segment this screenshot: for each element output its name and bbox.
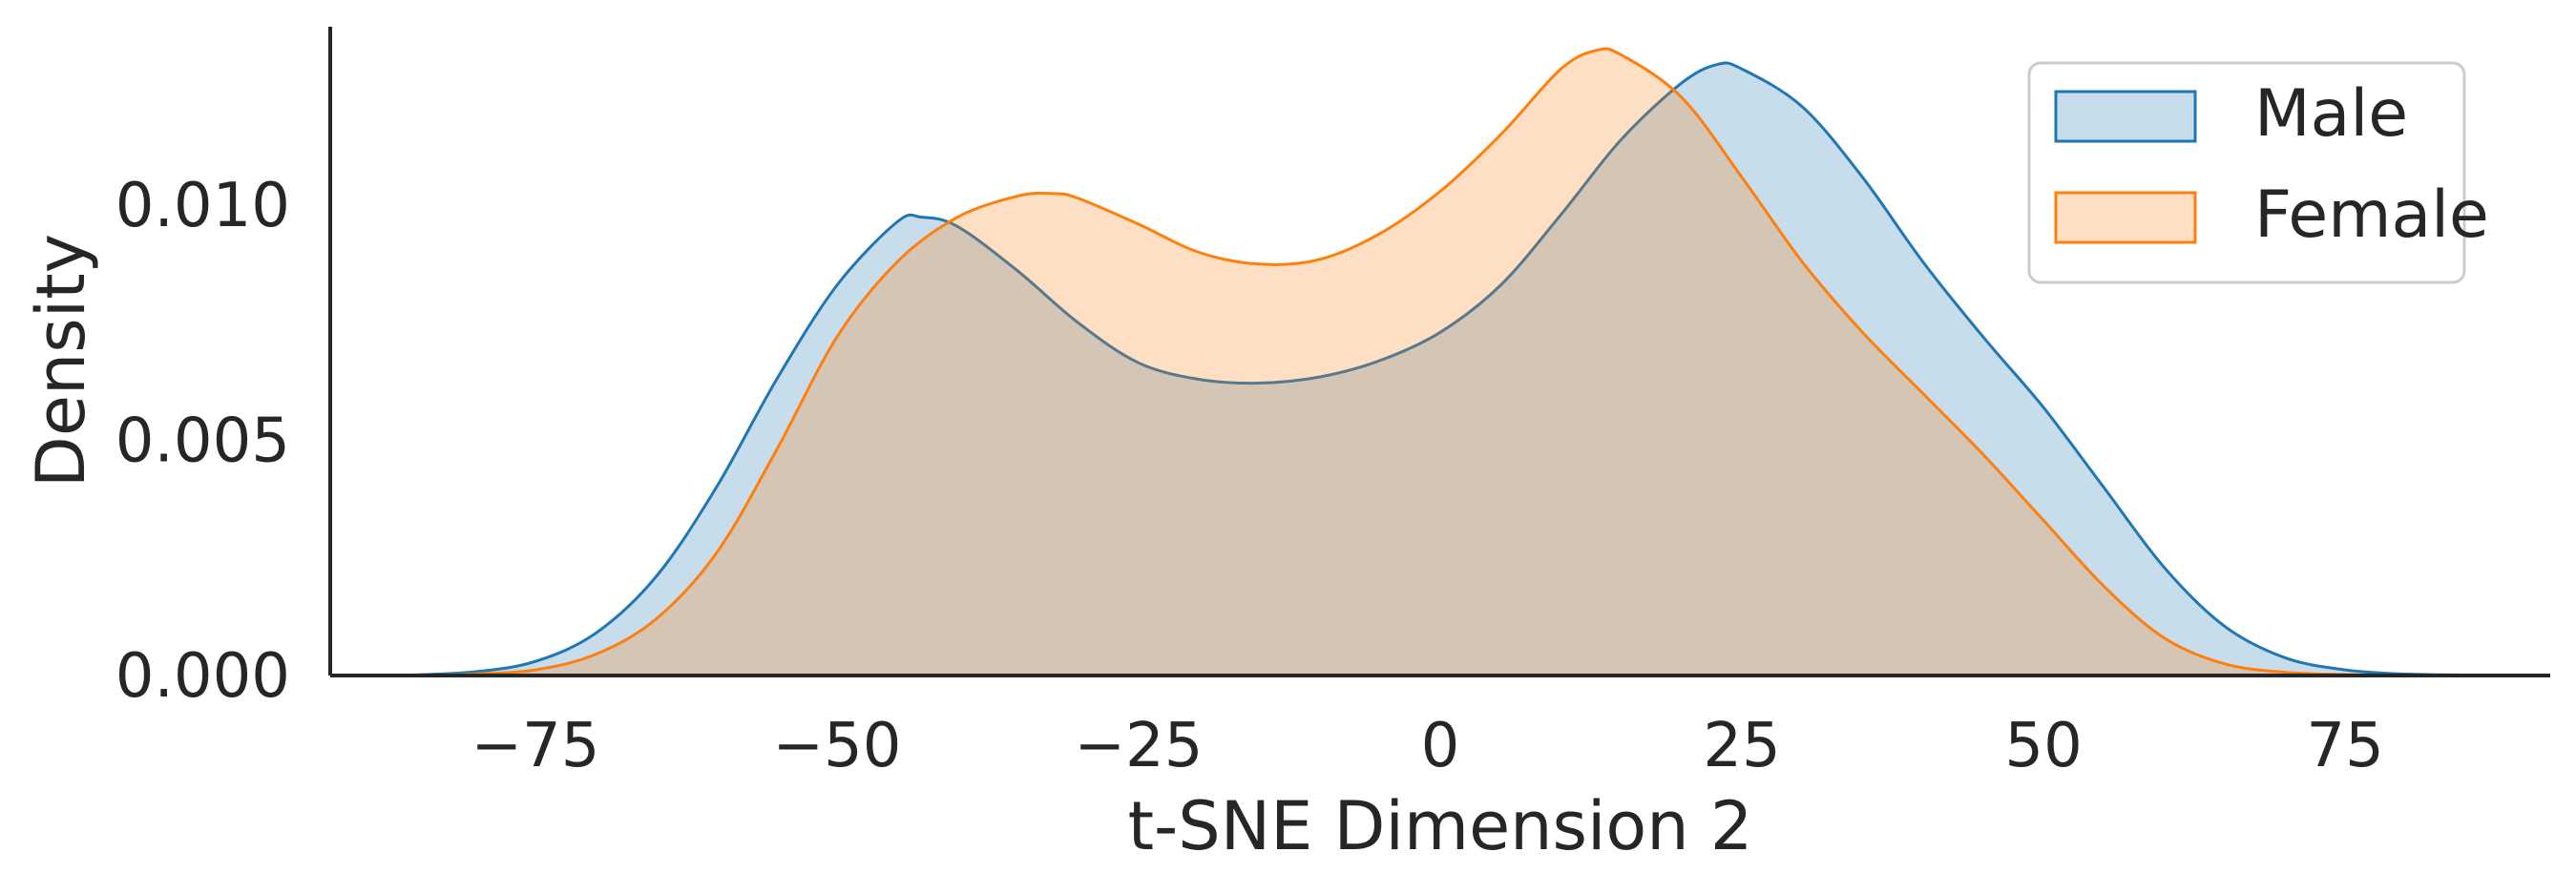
y-tick-label: 0.000 (115, 641, 290, 712)
y-tick-label: 0.005 (115, 406, 290, 477)
x-axis-label: t-SNE Dimension 2 (1128, 787, 1753, 865)
legend: Male Female (2027, 61, 2489, 284)
legend-swatch-male (2054, 90, 2197, 143)
x-tick-labels: −75 −50 −25 0 25 50 75 (471, 711, 2383, 781)
series-line-female (414, 47, 2466, 677)
series-area-male (414, 62, 2466, 676)
x-tick-label: 75 (2306, 711, 2383, 781)
axes (328, 27, 2550, 677)
legend-label-female: Female (2254, 177, 2489, 253)
series-line-male (414, 61, 2466, 676)
x-tick-label: −75 (471, 711, 599, 781)
x-tick-label: −25 (1074, 711, 1203, 781)
y-axis-label: Density (22, 234, 100, 488)
x-tick-label: 0 (1421, 711, 1460, 781)
x-tick-label: −50 (772, 711, 901, 781)
x-tick-label: 25 (1703, 711, 1780, 781)
series-area-female (414, 48, 2466, 676)
y-tick-labels: 0.000 0.005 0.010 (115, 171, 290, 712)
x-tick-label: 50 (2004, 711, 2082, 781)
legend-label-male: Male (2254, 76, 2408, 152)
legend-frame (2027, 61, 2466, 284)
legend-entries: Male Female (2054, 76, 2489, 253)
y-tick-label: 0.010 (115, 171, 290, 241)
legend-swatch-female (2054, 191, 2197, 244)
density-areas (414, 47, 2466, 677)
